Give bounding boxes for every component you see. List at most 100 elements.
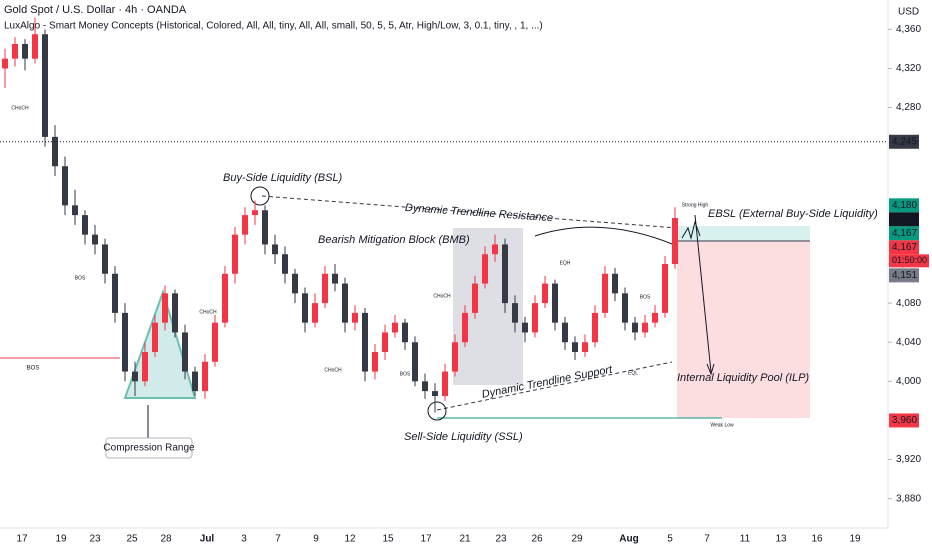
candle-body bbox=[232, 234, 238, 274]
candle-body bbox=[342, 283, 348, 323]
y-tick-label: 4,080 bbox=[896, 298, 921, 309]
annotation: CHoCH bbox=[199, 309, 217, 315]
candle-body bbox=[612, 273, 618, 294]
candle-body bbox=[372, 352, 378, 372]
candle-body bbox=[672, 218, 678, 264]
y-tick-label: 3,920 bbox=[896, 454, 921, 465]
candle-body bbox=[292, 273, 298, 294]
candle-body bbox=[312, 303, 318, 323]
annotation: BOS bbox=[400, 371, 411, 377]
candle-body bbox=[12, 44, 18, 59]
candle-body bbox=[572, 342, 578, 352]
candle-body bbox=[322, 273, 328, 304]
x-tick-label: 23 bbox=[89, 534, 101, 545]
trendline-resistance bbox=[261, 195, 678, 229]
x-tick-label: 7 bbox=[704, 534, 710, 545]
candle-body bbox=[602, 273, 608, 313]
candle-body bbox=[362, 312, 368, 372]
candle-body bbox=[142, 352, 148, 382]
annotation: Sell-Side Liquidity (SSL) bbox=[404, 431, 523, 443]
annotation: BOS bbox=[27, 366, 40, 372]
candle-body bbox=[72, 205, 78, 216]
candle-body bbox=[392, 322, 398, 333]
ssl-circle bbox=[427, 401, 447, 421]
candle-body bbox=[242, 215, 248, 235]
x-tick-label: 15 bbox=[382, 534, 394, 545]
price-badge bbox=[889, 413, 919, 428]
annotation: BOS bbox=[640, 294, 651, 300]
price-badge bbox=[889, 198, 919, 213]
arrow-head bbox=[706, 363, 715, 376]
price-badge-label: 4,167 bbox=[892, 242, 917, 253]
currency: USD bbox=[898, 7, 919, 18]
candle-body bbox=[62, 166, 68, 206]
candle-body bbox=[172, 293, 178, 333]
x-tick-label: 5 bbox=[667, 534, 673, 545]
x-tick-label: 11 bbox=[740, 534, 751, 545]
candle-body bbox=[152, 322, 158, 352]
price-badge-label: 3,960 bbox=[892, 415, 917, 426]
candle-body bbox=[512, 303, 518, 323]
candle-body bbox=[122, 312, 128, 372]
candle-body bbox=[432, 391, 438, 396]
candle-body bbox=[502, 244, 508, 304]
candle-body bbox=[622, 293, 628, 323]
symbol-title: Gold Spot / U.S. Dollar · 4h · OANDA bbox=[4, 4, 187, 16]
candle-body bbox=[332, 273, 338, 284]
candle-body bbox=[422, 381, 428, 392]
annotation: Weak Low bbox=[710, 422, 734, 428]
candle-body bbox=[552, 283, 558, 323]
annotation: CHoCH bbox=[11, 105, 29, 111]
annotation: EBSL (External Buy-Side Liquidity) bbox=[708, 208, 878, 220]
x-tick-label: 7 bbox=[275, 534, 281, 545]
candle-body bbox=[92, 234, 98, 245]
candle-body bbox=[182, 332, 188, 372]
annotation: CHoCH bbox=[324, 367, 342, 373]
plot bbox=[2, 17, 678, 413]
candle-body bbox=[662, 264, 668, 313]
price-badge bbox=[889, 240, 919, 255]
candle-body bbox=[282, 254, 288, 274]
countdown: 01:50:00 bbox=[892, 255, 927, 265]
price-badge bbox=[889, 226, 919, 241]
candle-body bbox=[582, 342, 588, 352]
candle-body bbox=[472, 283, 478, 313]
candle-body bbox=[592, 312, 598, 343]
candle-body bbox=[402, 322, 408, 343]
y-tick-label: 4,000 bbox=[896, 376, 921, 387]
candle-body bbox=[222, 273, 228, 323]
x-tick-label: 29 bbox=[571, 534, 583, 545]
candle-body bbox=[482, 254, 488, 284]
candle-body bbox=[462, 312, 468, 343]
annotation: Buy-Side Liquidity (BSL) bbox=[223, 172, 343, 184]
y-tick-label: 4,320 bbox=[896, 63, 921, 74]
x-tick-label: 26 bbox=[531, 534, 543, 545]
candle-body bbox=[2, 58, 8, 69]
x-tick-label: Jul bbox=[200, 534, 215, 545]
candle-body bbox=[202, 361, 208, 392]
y-tick-label: 4,040 bbox=[896, 337, 921, 348]
x-tick-label: 16 bbox=[811, 534, 823, 545]
compression-box bbox=[105, 437, 193, 459]
annotation: Compression Range bbox=[103, 443, 195, 454]
candle-body bbox=[302, 293, 308, 323]
candle-body bbox=[112, 273, 118, 313]
price-badge-label: 4,167 bbox=[892, 228, 917, 239]
arrow-curve bbox=[534, 226, 673, 245]
y-tick-label: 4,360 bbox=[896, 24, 921, 35]
candle-body bbox=[42, 34, 48, 137]
indicator-title: LuxAlgo - Smart Money Concepts (Historic… bbox=[4, 21, 543, 32]
price-badge bbox=[889, 268, 919, 283]
x-tick-label: 17 bbox=[16, 534, 28, 545]
ebsl-zone bbox=[677, 226, 810, 241]
countdown-badge bbox=[889, 254, 929, 268]
candle-body bbox=[32, 34, 38, 59]
candle-body bbox=[192, 371, 198, 392]
annotation: CHoCH bbox=[433, 293, 451, 299]
candle-body bbox=[252, 210, 258, 216]
candle-body bbox=[132, 371, 138, 382]
candle-body bbox=[262, 210, 268, 245]
annotation: EQL bbox=[628, 370, 638, 376]
candle-body bbox=[492, 244, 498, 255]
